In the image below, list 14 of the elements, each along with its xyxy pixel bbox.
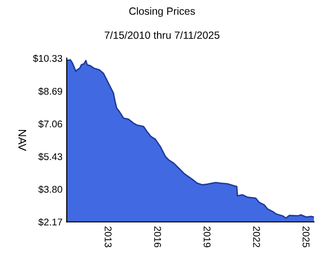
chart-title: Closing Prices bbox=[129, 7, 195, 17]
y-tick-label: $3.80 bbox=[38, 186, 62, 194]
x-tick-label: 2013 bbox=[104, 226, 112, 248]
y-axis-title: NAV bbox=[18, 130, 26, 152]
y-tick-label: $7.06 bbox=[38, 120, 62, 128]
y-tick-label: $8.69 bbox=[38, 87, 62, 96]
x-tick-label: 2019 bbox=[204, 226, 211, 248]
y-tick-label: $10.33 bbox=[32, 54, 62, 62]
x-tick-label: 2016 bbox=[154, 226, 162, 248]
x-tick-label: 2025 bbox=[302, 226, 310, 248]
y-tick-label: $5.43 bbox=[38, 152, 62, 161]
y-tick-label: $2.17 bbox=[38, 218, 62, 226]
x-tick-label: 2022 bbox=[253, 226, 260, 248]
chart-subtitle: 7/15/2010 thru 7/11/2025 bbox=[104, 31, 220, 39]
